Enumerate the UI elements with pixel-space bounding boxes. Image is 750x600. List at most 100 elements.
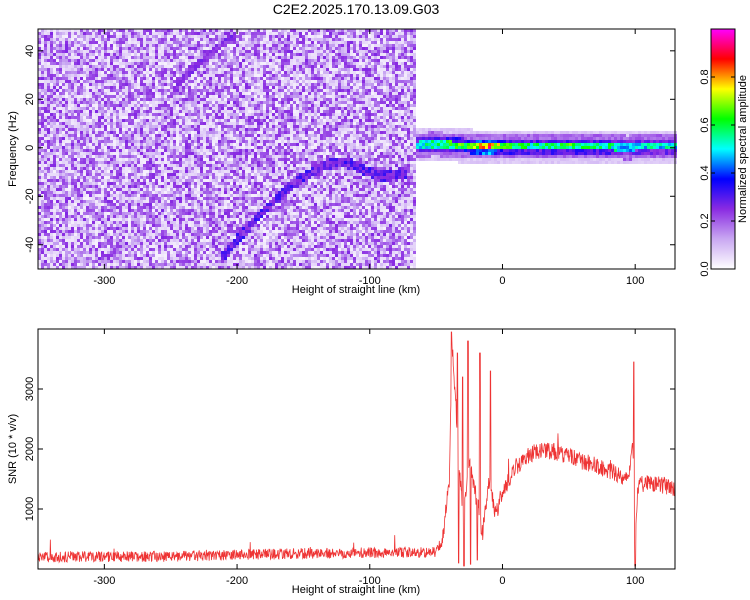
heatmap-cell — [116, 257, 119, 260]
heatmap-cell — [134, 71, 137, 74]
heatmap-cell — [128, 263, 131, 266]
heatmap-cell — [104, 260, 107, 263]
heatmap-cell — [209, 74, 212, 77]
heatmap-cell — [176, 119, 179, 122]
heatmap-cell — [209, 230, 212, 233]
heatmap-cell — [107, 158, 110, 161]
heatmap-cell — [146, 260, 149, 263]
heatmap-cell — [71, 203, 74, 206]
heatmap-cell — [194, 116, 197, 119]
heatmap-cell — [149, 119, 152, 122]
heatmap-cell — [65, 80, 68, 83]
heatmap-cell — [47, 107, 50, 110]
heatmap-cell — [164, 110, 167, 113]
heatmap-cell — [194, 212, 197, 215]
heatmap-cell — [41, 53, 44, 56]
heatmap-cell — [59, 62, 62, 65]
heatmap-cell — [194, 233, 197, 236]
heatmap-cell — [212, 161, 215, 164]
heatmap-cell — [161, 92, 164, 95]
heatmap-cell — [47, 131, 50, 134]
heatmap-cell — [86, 233, 89, 236]
heatmap-cell — [50, 92, 53, 95]
heatmap-cell — [170, 203, 173, 206]
heatmap-cell — [164, 77, 167, 80]
heatmap-cell — [215, 230, 218, 233]
heatmap-cell — [101, 122, 104, 125]
heatmap-cell — [107, 185, 110, 188]
heatmap-cell — [173, 242, 176, 245]
heatmap-cell — [152, 35, 155, 38]
heatmap-cell — [41, 167, 44, 170]
heatmap-cell — [77, 38, 80, 41]
heatmap-cell — [173, 143, 176, 146]
heatmap-cell — [152, 104, 155, 107]
heatmap-cell — [146, 146, 149, 149]
heatmap-cell — [167, 53, 170, 56]
heatmap-cell — [119, 77, 122, 80]
heatmap-cell — [200, 200, 203, 203]
heatmap-cell — [212, 155, 215, 158]
heatmap-cell — [176, 194, 179, 197]
heatmap-cell — [95, 185, 98, 188]
heatmap-cell — [44, 32, 47, 35]
heatmap-cell — [50, 29, 53, 32]
heatmap-cell — [113, 68, 116, 71]
heatmap-cell — [65, 29, 68, 32]
heatmap-cell — [98, 245, 101, 248]
heatmap-cell — [137, 83, 140, 86]
heatmap-cell — [167, 29, 170, 32]
heatmap-cell — [200, 146, 203, 149]
heatmap-cell — [119, 182, 122, 185]
heatmap-cell — [98, 29, 101, 32]
heatmap-cell — [77, 233, 80, 236]
heatmap-cell — [44, 131, 47, 134]
heatmap-cell — [155, 68, 158, 71]
heatmap-cell — [131, 164, 134, 167]
heatmap-cell — [65, 137, 68, 140]
heatmap-cell — [215, 191, 218, 194]
heatmap-cell — [71, 77, 74, 80]
heatmap-cell — [188, 248, 191, 251]
heatmap-cell — [59, 158, 62, 161]
heatmap-cell — [47, 236, 50, 239]
heatmap-cell — [140, 167, 143, 170]
heatmap-cell — [59, 35, 62, 38]
heatmap-cell — [59, 77, 62, 80]
heatmap-cell — [74, 107, 77, 110]
heatmap-cell — [155, 74, 158, 77]
heatmap-cell — [143, 107, 146, 110]
heatmap-cell — [152, 206, 155, 209]
heatmap-cell — [44, 173, 47, 176]
heatmap-cell — [110, 152, 113, 155]
heatmap-cell — [110, 173, 113, 176]
heatmap-cell — [62, 110, 65, 113]
heatmap-cell — [56, 32, 59, 35]
heatmap-cell — [137, 44, 140, 47]
heatmap-cell — [221, 203, 224, 206]
heatmap-cell — [188, 188, 191, 191]
heatmap-cell — [110, 182, 113, 185]
heatmap-cell — [155, 71, 158, 74]
heatmap-cell — [152, 53, 155, 56]
heatmap-cell — [131, 38, 134, 41]
heatmap-cell — [71, 65, 74, 68]
heatmap-cell — [155, 218, 158, 221]
heatmap-cell — [170, 89, 173, 92]
heatmap-cell — [71, 146, 74, 149]
heatmap-cell — [107, 179, 110, 182]
heatmap-cell — [98, 107, 101, 110]
heatmap-cell — [83, 173, 86, 176]
heatmap-cell — [179, 56, 182, 59]
heatmap-cell — [146, 68, 149, 71]
heatmap-cell — [116, 134, 119, 137]
heatmap-cell — [104, 233, 107, 236]
heatmap-cell — [221, 38, 224, 41]
heatmap-cell — [41, 158, 44, 161]
heatmap-cell — [188, 233, 191, 236]
heatmap-cell — [122, 158, 125, 161]
heatmap-cell — [56, 119, 59, 122]
heatmap-cell — [191, 53, 194, 56]
heatmap-cell — [140, 29, 143, 32]
heatmap-cell — [44, 110, 47, 113]
